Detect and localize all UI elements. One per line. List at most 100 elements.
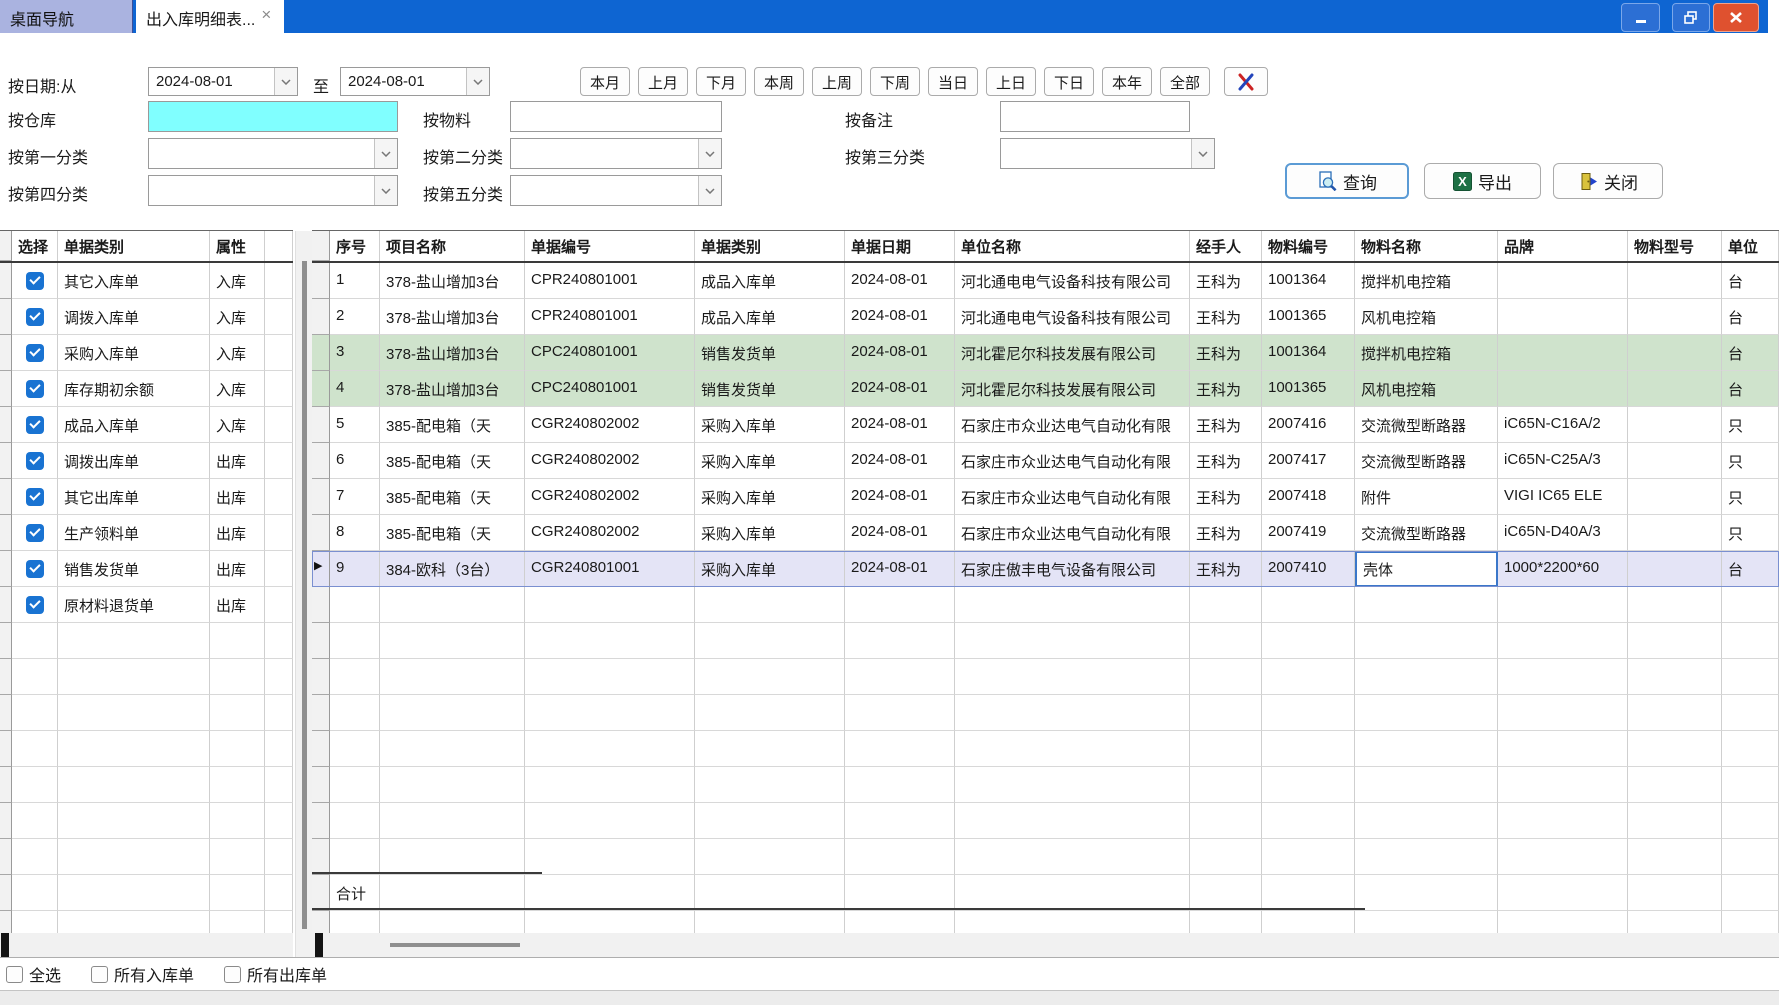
data-cell[interactable]: 385-配电箱（天 (380, 443, 525, 479)
data-cell[interactable]: 石家庄市众业达电气自动化有限 (955, 443, 1190, 479)
all-inbound-item[interactable]: 所有入库单 (91, 962, 194, 986)
column-header-select[interactable]: 选择 (12, 231, 58, 261)
checkbox-cell[interactable] (12, 515, 58, 551)
data-cell[interactable] (1628, 551, 1722, 587)
data-cell[interactable]: 2007419 (1262, 515, 1355, 551)
row-checkbox[interactable] (25, 343, 44, 362)
row-checkbox[interactable] (25, 415, 44, 434)
data-cell[interactable]: CGR240802002 (525, 479, 695, 515)
cat4-dropdown[interactable] (148, 175, 398, 206)
all-outbound-checkbox[interactable] (224, 965, 242, 983)
checkbox-cell[interactable] (12, 443, 58, 479)
data-cell[interactable]: 成品入库单 (695, 263, 845, 299)
column-header-2[interactable]: 项目名称 (380, 231, 525, 261)
data-cell[interactable]: 风机电控箱 (1355, 299, 1498, 335)
data-cell[interactable] (1628, 371, 1722, 407)
data-cell[interactable]: 壳体 (1355, 551, 1498, 587)
all-inbound-checkbox[interactable] (91, 965, 109, 983)
row-checkbox[interactable] (25, 307, 44, 326)
data-cell[interactable]: 2007416 (1262, 407, 1355, 443)
data-cell[interactable]: 成品入库单 (695, 299, 845, 335)
data-cell[interactable] (1628, 515, 1722, 551)
data-cell[interactable]: 交流微型断路器 (1355, 515, 1498, 551)
data-cell[interactable] (1628, 299, 1722, 335)
column-header-10[interactable]: 品牌 (1498, 231, 1628, 261)
data-cell[interactable]: 王科为 (1190, 551, 1262, 587)
data-cell[interactable]: 王科为 (1190, 371, 1262, 407)
quick-date-button-4[interactable]: 本周 (754, 67, 804, 96)
close-window-button[interactable] (1713, 3, 1759, 32)
data-cell[interactable]: 2024-08-01 (845, 335, 955, 371)
table-row[interactable]: 4 378-盐山增加3台 CPC240801001 销售发货单 2024-08-01 河北… (312, 371, 1779, 407)
tab-close-icon[interactable]: × (261, 5, 272, 24)
data-cell[interactable]: 石家庄市众业达电气自动化有限 (955, 479, 1190, 515)
data-cell[interactable]: 王科为 (1190, 335, 1262, 371)
data-cell[interactable]: 台 (1722, 551, 1779, 587)
data-cell[interactable]: 采购入库单 (695, 551, 845, 587)
column-header-5[interactable]: 单据日期 (845, 231, 955, 261)
data-cell[interactable]: 只 (1722, 515, 1779, 551)
column-header-1[interactable]: 序号 (330, 231, 380, 261)
attr-cell[interactable]: 出库 (210, 551, 265, 587)
data-cell[interactable]: 王科为 (1190, 299, 1262, 335)
data-cell[interactable]: 2024-08-01 (845, 407, 955, 443)
quick-date-button-3[interactable]: 下月 (696, 67, 746, 96)
data-cell[interactable]: 2024-08-01 (845, 371, 955, 407)
doc-type-cell[interactable]: 调拨出库单 (58, 443, 210, 479)
export-button[interactable]: X 导出 (1424, 163, 1541, 199)
doc-type-cell[interactable]: 其它出库单 (58, 479, 210, 515)
data-cell[interactable]: 河北通电电气设备科技有限公司 (955, 299, 1190, 335)
quick-date-button-11[interactable]: 全部 (1160, 67, 1210, 96)
chevron-down-icon[interactable] (466, 68, 489, 95)
main-horizontal-scrollbar[interactable] (312, 933, 1779, 957)
quick-date-button-1[interactable]: 本月 (580, 67, 630, 96)
data-cell[interactable]: 1000*2200*60 (1498, 551, 1628, 587)
attr-cell[interactable]: 入库 (210, 299, 265, 335)
data-cell[interactable]: 1001364 (1262, 263, 1355, 299)
data-cell[interactable]: 采购入库单 (695, 479, 845, 515)
data-cell[interactable] (1628, 407, 1722, 443)
chevron-down-icon[interactable] (274, 68, 297, 95)
data-cell[interactable]: 交流微型断路器 (1355, 407, 1498, 443)
data-cell[interactable]: CPC240801001 (525, 371, 695, 407)
doc-type-row[interactable]: 调拨入库单 入库 (0, 299, 293, 335)
date-from-picker[interactable]: 2024-08-01 (148, 67, 298, 96)
table-row[interactable]: ▶ 9 384-欧科（3台） CGR240801001 采购入库单 2024-08-01 石… (312, 551, 1779, 587)
quick-date-button-2[interactable]: 上月 (638, 67, 688, 96)
attr-cell[interactable]: 出库 (210, 479, 265, 515)
data-cell[interactable]: 王科为 (1190, 263, 1262, 299)
data-cell[interactable]: 1001365 (1262, 299, 1355, 335)
data-cell[interactable]: 台 (1722, 371, 1779, 407)
tab-inout-detail[interactable]: 出入库明细表... × (136, 0, 284, 33)
data-cell[interactable]: 搅拌机电控箱 (1355, 263, 1498, 299)
data-cell[interactable]: 385-配电箱（天 (380, 407, 525, 443)
cat5-dropdown[interactable] (510, 175, 722, 206)
data-cell[interactable]: CGR240802002 (525, 443, 695, 479)
doc-type-row[interactable]: 生产领料单 出库 (0, 515, 293, 551)
data-cell[interactable]: 2024-08-01 (845, 515, 955, 551)
attr-cell[interactable]: 出库 (210, 515, 265, 551)
tab-desktop-nav[interactable]: 桌面导航 (0, 0, 133, 33)
doc-type-row[interactable]: 销售发货单 出库 (0, 551, 293, 587)
chevron-down-icon[interactable] (698, 139, 721, 168)
data-cell[interactable]: 附件 (1355, 479, 1498, 515)
quick-date-button-9[interactable]: 下日 (1044, 67, 1094, 96)
data-cell[interactable]: CGR240801001 (525, 551, 695, 587)
doc-type-cell[interactable]: 采购入库单 (58, 335, 210, 371)
data-cell[interactable]: 2007417 (1262, 443, 1355, 479)
cat3-dropdown[interactable] (1000, 138, 1215, 169)
data-cell[interactable]: 销售发货单 (695, 371, 845, 407)
doc-type-row[interactable]: 原材料退货单 出库 (0, 587, 293, 623)
data-cell[interactable] (1628, 443, 1722, 479)
data-cell[interactable]: 385-配电箱（天 (380, 479, 525, 515)
date-settings-button[interactable] (1224, 67, 1268, 96)
attr-cell[interactable]: 出库 (210, 443, 265, 479)
data-cell[interactable]: 1001365 (1262, 371, 1355, 407)
doc-type-row[interactable]: 其它出库单 出库 (0, 479, 293, 515)
quick-date-button-7[interactable]: 当日 (928, 67, 978, 96)
data-cell[interactable]: 7 (330, 479, 380, 515)
data-cell[interactable]: 王科为 (1190, 479, 1262, 515)
data-cell[interactable]: 石家庄市众业达电气自动化有限 (955, 407, 1190, 443)
data-cell[interactable]: iC65N-C25A/3 (1498, 443, 1628, 479)
data-cell[interactable]: 2024-08-01 (845, 551, 955, 587)
